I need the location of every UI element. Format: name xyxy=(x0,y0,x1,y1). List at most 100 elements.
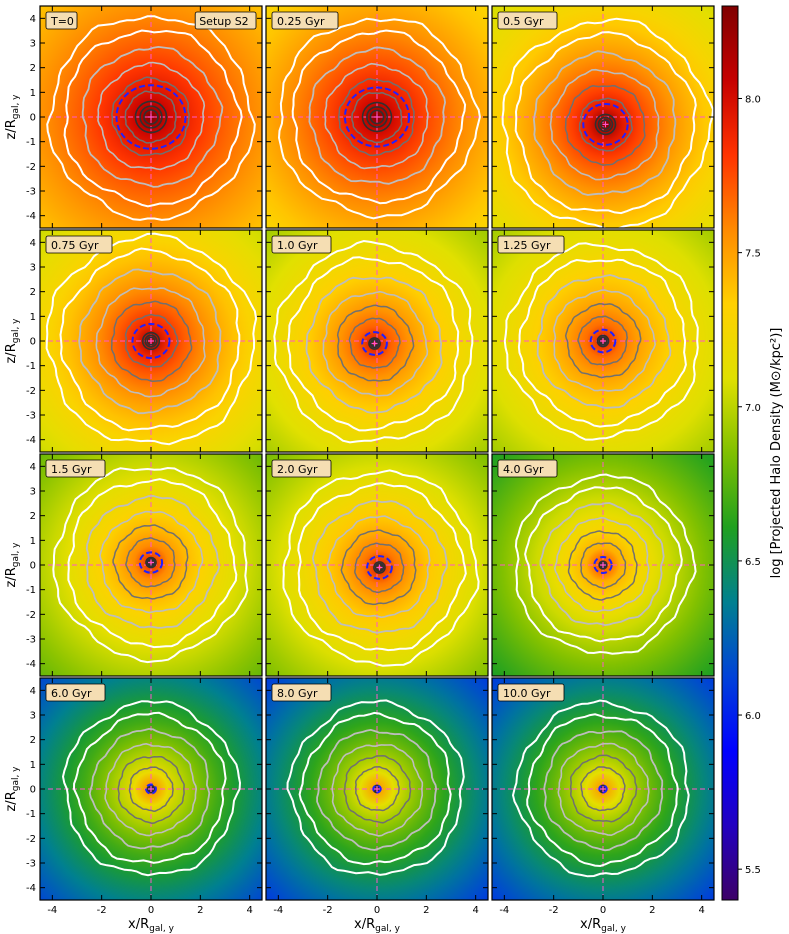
time-label: 4.0 Gyr xyxy=(503,463,544,476)
center-marker xyxy=(371,340,378,347)
density-contour xyxy=(503,242,699,441)
center-marker xyxy=(376,564,383,571)
y-tick-label: 1 xyxy=(30,760,36,771)
density-contour xyxy=(511,699,690,878)
density-contour xyxy=(291,29,467,205)
setup-label-box xyxy=(194,11,257,30)
panel-0: T=0 Setup S2 4 3 2 1 0 -1 -2 -3 -4 xyxy=(26,5,263,229)
density-contour xyxy=(104,742,198,837)
half-mass-contour xyxy=(361,331,388,356)
density-contour xyxy=(78,268,222,415)
y-axis-label: z/Rgal, y xyxy=(4,766,21,812)
density-contour xyxy=(324,62,429,170)
y-tick-label: -2 xyxy=(26,834,36,845)
y-tick-label: -3 xyxy=(26,187,36,198)
center-marker xyxy=(148,338,154,344)
density-contour xyxy=(337,78,415,157)
half-mass-contour xyxy=(589,328,617,354)
density-contour xyxy=(124,313,179,368)
density-map xyxy=(492,230,714,452)
colorbar-scale xyxy=(721,5,739,901)
y-axis-label-main: z/R xyxy=(4,791,19,811)
time-label-box xyxy=(271,235,332,254)
x-tick-label: -4 xyxy=(47,905,57,916)
y-tick-label: -1 xyxy=(26,809,36,820)
density-contour xyxy=(112,524,189,600)
y-tick-label: 0 xyxy=(30,337,36,348)
panel-10: 8.0 Gyr -4 -2 0 2 4 xyxy=(265,677,489,916)
panel-1: 0.25 Gyr xyxy=(265,5,489,229)
density-contour xyxy=(88,727,211,850)
density-contour xyxy=(298,711,452,866)
y-tick-label: -2 xyxy=(26,162,36,173)
panel-9: 6.0 Gyr 4 3 2 1 0 -1 -2 -3 -4 -4 -2 0 2 4 xyxy=(26,677,263,916)
density-contour xyxy=(532,50,677,196)
density-contour xyxy=(577,315,628,366)
x-tick-label: 2 xyxy=(423,905,429,916)
time-label: 0.75 Gyr xyxy=(51,239,99,252)
y-tick-label: 3 xyxy=(30,711,36,722)
density-map xyxy=(266,6,488,228)
time-label-box xyxy=(45,235,113,254)
density-contour xyxy=(517,258,687,428)
x-axis-label-main: x/R xyxy=(354,917,375,932)
density-contour xyxy=(557,742,650,837)
y-tick-label: -1 xyxy=(26,585,36,596)
time-label-box xyxy=(497,11,558,30)
density-contour xyxy=(305,276,443,414)
y-axis-label-sub: gal, y xyxy=(11,542,21,567)
half-mass-contour xyxy=(343,86,411,148)
panel-4: 1.0 Gyr xyxy=(265,229,489,453)
half-mass-contour xyxy=(598,784,608,794)
density-contour xyxy=(316,728,438,851)
center-marker xyxy=(600,338,606,344)
density-map xyxy=(266,454,488,676)
density-map xyxy=(266,230,488,452)
colorbar-label: log [Projected Halo Density (M⊙/kpc²)] xyxy=(769,328,784,579)
time-label-box xyxy=(45,459,106,478)
center-marker xyxy=(148,786,154,792)
y-tick-label: 4 xyxy=(30,462,36,473)
y-axis-label: z/Rgal, y xyxy=(4,542,21,588)
time-label: 8.0 Gyr xyxy=(277,687,318,700)
core-contour xyxy=(143,109,159,125)
y-tick-label: 3 xyxy=(30,39,36,50)
density-contour xyxy=(580,542,627,589)
density-map xyxy=(266,678,488,900)
half-mass-contour xyxy=(131,322,171,360)
y-tick-label: -3 xyxy=(26,859,36,870)
core-contour xyxy=(374,562,385,573)
center-marker xyxy=(600,562,606,568)
y-tick-label: -2 xyxy=(26,610,36,621)
core-contour xyxy=(600,119,611,130)
y-tick-label: -1 xyxy=(26,137,36,148)
y-tick-label: 2 xyxy=(30,511,36,522)
density-contour xyxy=(343,754,412,824)
density-contour xyxy=(311,499,448,634)
y-tick-label: 1 xyxy=(30,312,36,323)
half-mass-contour xyxy=(593,556,613,574)
x-axis-label: x/Rgal, y xyxy=(128,917,175,934)
time-label-box xyxy=(271,683,332,702)
x-tick-label: -4 xyxy=(499,905,509,916)
core-contour xyxy=(597,116,614,133)
core-contour xyxy=(373,561,386,574)
panel-7: 2.0 Gyr xyxy=(265,453,489,677)
density-contour xyxy=(277,17,481,220)
density-map xyxy=(492,454,714,676)
y-tick-label: 4 xyxy=(30,238,36,249)
core-contour xyxy=(146,336,156,346)
y-tick-label: -4 xyxy=(26,883,36,894)
time-label: 1.0 Gyr xyxy=(277,239,318,252)
time-label: 0.5 Gyr xyxy=(503,15,544,28)
time-label-box xyxy=(45,11,78,30)
y-tick-label: -3 xyxy=(26,635,36,646)
colorbar-tick-label: 7.5 xyxy=(745,249,761,260)
center-marker xyxy=(148,114,154,120)
time-label-box xyxy=(497,235,565,254)
y-tick-label: 0 xyxy=(30,561,36,572)
time-label: 2.0 Gyr xyxy=(277,463,318,476)
core-contour xyxy=(366,106,388,128)
density-contour xyxy=(564,84,646,166)
x-tick-label: 2 xyxy=(649,905,655,916)
